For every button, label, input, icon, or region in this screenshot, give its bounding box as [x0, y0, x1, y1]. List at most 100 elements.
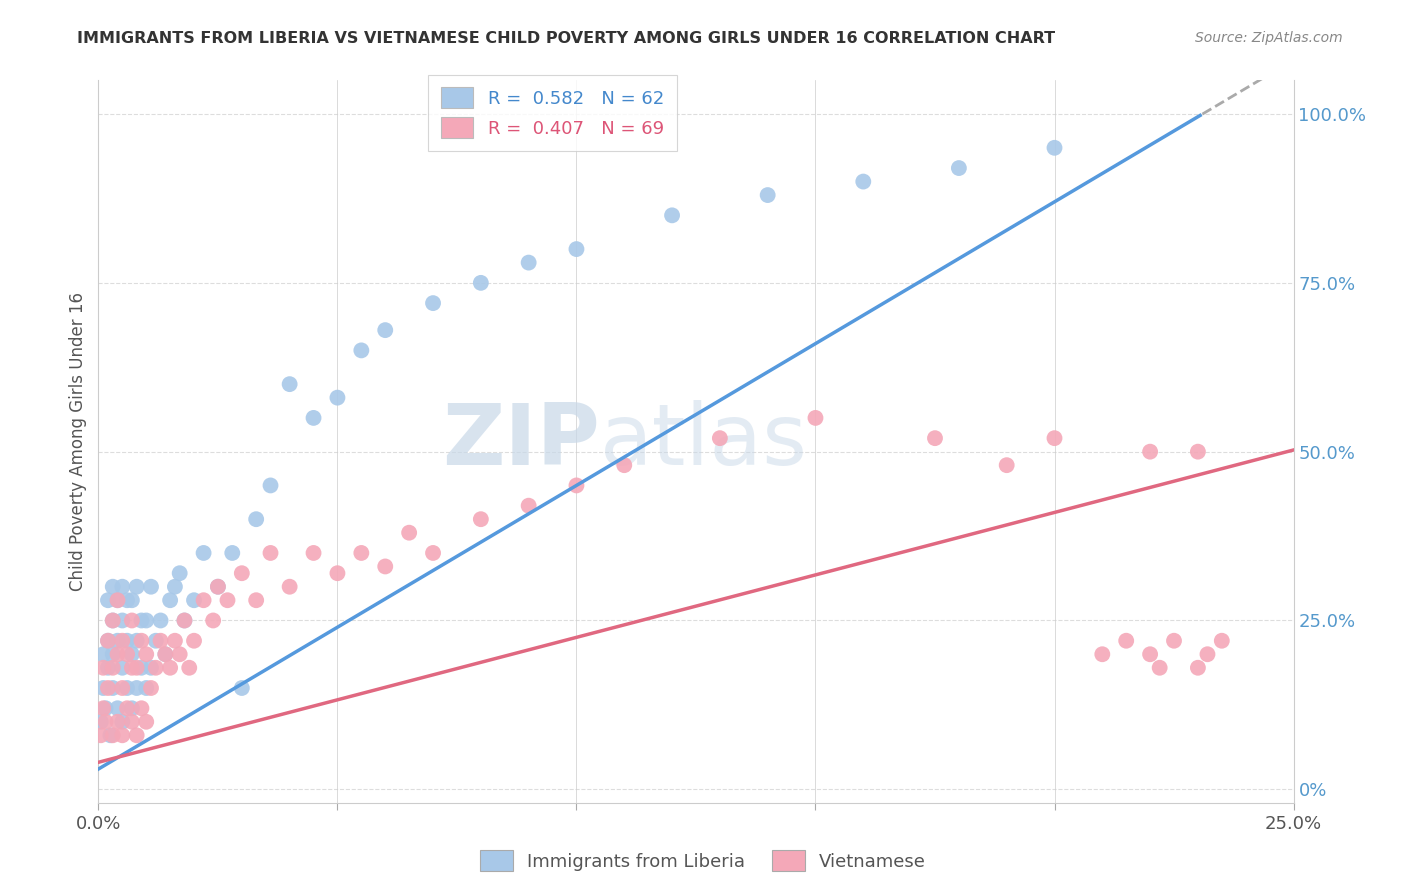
- Point: [125, 661, 148, 675]
- Point: [278, 580, 301, 594]
- Point: [202, 614, 225, 628]
- Point: [107, 593, 129, 607]
- Point: [995, 458, 1018, 472]
- Point: [107, 647, 129, 661]
- Point: [259, 546, 281, 560]
- Point: [111, 681, 134, 695]
- Point: [169, 647, 191, 661]
- Point: [661, 208, 683, 222]
- Point: [125, 633, 148, 648]
- Point: [131, 661, 153, 675]
- Point: [326, 566, 349, 581]
- Point: [139, 681, 162, 695]
- Point: [115, 701, 138, 715]
- Point: [422, 296, 444, 310]
- Point: [97, 633, 120, 648]
- Point: [924, 431, 946, 445]
- Point: [107, 701, 129, 715]
- Point: [1149, 661, 1171, 675]
- Point: [1211, 633, 1233, 648]
- Point: [231, 681, 253, 695]
- Point: [115, 633, 138, 648]
- Point: [94, 714, 117, 729]
- Point: [155, 647, 177, 661]
- Point: [101, 661, 124, 675]
- Point: [350, 343, 373, 358]
- Point: [565, 478, 588, 492]
- Point: [169, 566, 191, 581]
- Text: atlas: atlas: [600, 400, 808, 483]
- Point: [101, 681, 124, 695]
- Point: [121, 614, 143, 628]
- Point: [221, 546, 243, 560]
- Point: [302, 411, 325, 425]
- Point: [179, 661, 201, 675]
- Point: [245, 593, 267, 607]
- Point: [135, 647, 157, 661]
- Point: [374, 559, 396, 574]
- Point: [159, 593, 181, 607]
- Point: [139, 661, 162, 675]
- Point: [245, 512, 267, 526]
- Point: [97, 593, 120, 607]
- Point: [115, 647, 138, 661]
- Point: [231, 566, 253, 581]
- Point: [139, 580, 162, 594]
- Point: [470, 276, 492, 290]
- Point: [115, 681, 138, 695]
- Point: [207, 580, 229, 594]
- Point: [91, 647, 114, 661]
- Point: [852, 175, 875, 189]
- Point: [613, 458, 636, 472]
- Point: [173, 614, 195, 628]
- Point: [121, 647, 143, 661]
- Point: [1187, 661, 1209, 675]
- Point: [121, 701, 143, 715]
- Point: [1197, 647, 1219, 661]
- Point: [131, 614, 153, 628]
- Text: Source: ZipAtlas.com: Source: ZipAtlas.com: [1195, 31, 1343, 45]
- Point: [1187, 444, 1209, 458]
- Point: [121, 661, 143, 675]
- Point: [193, 593, 215, 607]
- Point: [183, 633, 205, 648]
- Point: [1091, 647, 1114, 661]
- Point: [111, 714, 134, 729]
- Point: [97, 661, 120, 675]
- Point: [259, 478, 281, 492]
- Point: [90, 728, 112, 742]
- Point: [101, 580, 124, 594]
- Point: [948, 161, 970, 175]
- Point: [107, 593, 129, 607]
- Point: [121, 593, 143, 607]
- Point: [107, 633, 129, 648]
- Point: [145, 633, 167, 648]
- Point: [90, 714, 112, 729]
- Point: [1043, 141, 1066, 155]
- Point: [565, 242, 588, 256]
- Point: [155, 647, 177, 661]
- Point: [422, 546, 444, 560]
- Point: [131, 701, 153, 715]
- Legend: R =  0.582   N = 62, R =  0.407   N = 69: R = 0.582 N = 62, R = 0.407 N = 69: [429, 75, 676, 151]
- Point: [125, 681, 148, 695]
- Point: [121, 714, 143, 729]
- Point: [149, 614, 172, 628]
- Point: [111, 661, 134, 675]
- Point: [374, 323, 396, 337]
- Point: [709, 431, 731, 445]
- Point: [135, 681, 157, 695]
- Point: [111, 580, 134, 594]
- Point: [91, 701, 114, 715]
- Point: [159, 661, 181, 675]
- Point: [517, 255, 540, 269]
- Point: [111, 728, 134, 742]
- Point: [125, 728, 148, 742]
- Point: [183, 593, 205, 607]
- Point: [1139, 444, 1161, 458]
- Point: [97, 633, 120, 648]
- Point: [756, 188, 779, 202]
- Point: [350, 546, 373, 560]
- Point: [125, 580, 148, 594]
- Point: [207, 580, 229, 594]
